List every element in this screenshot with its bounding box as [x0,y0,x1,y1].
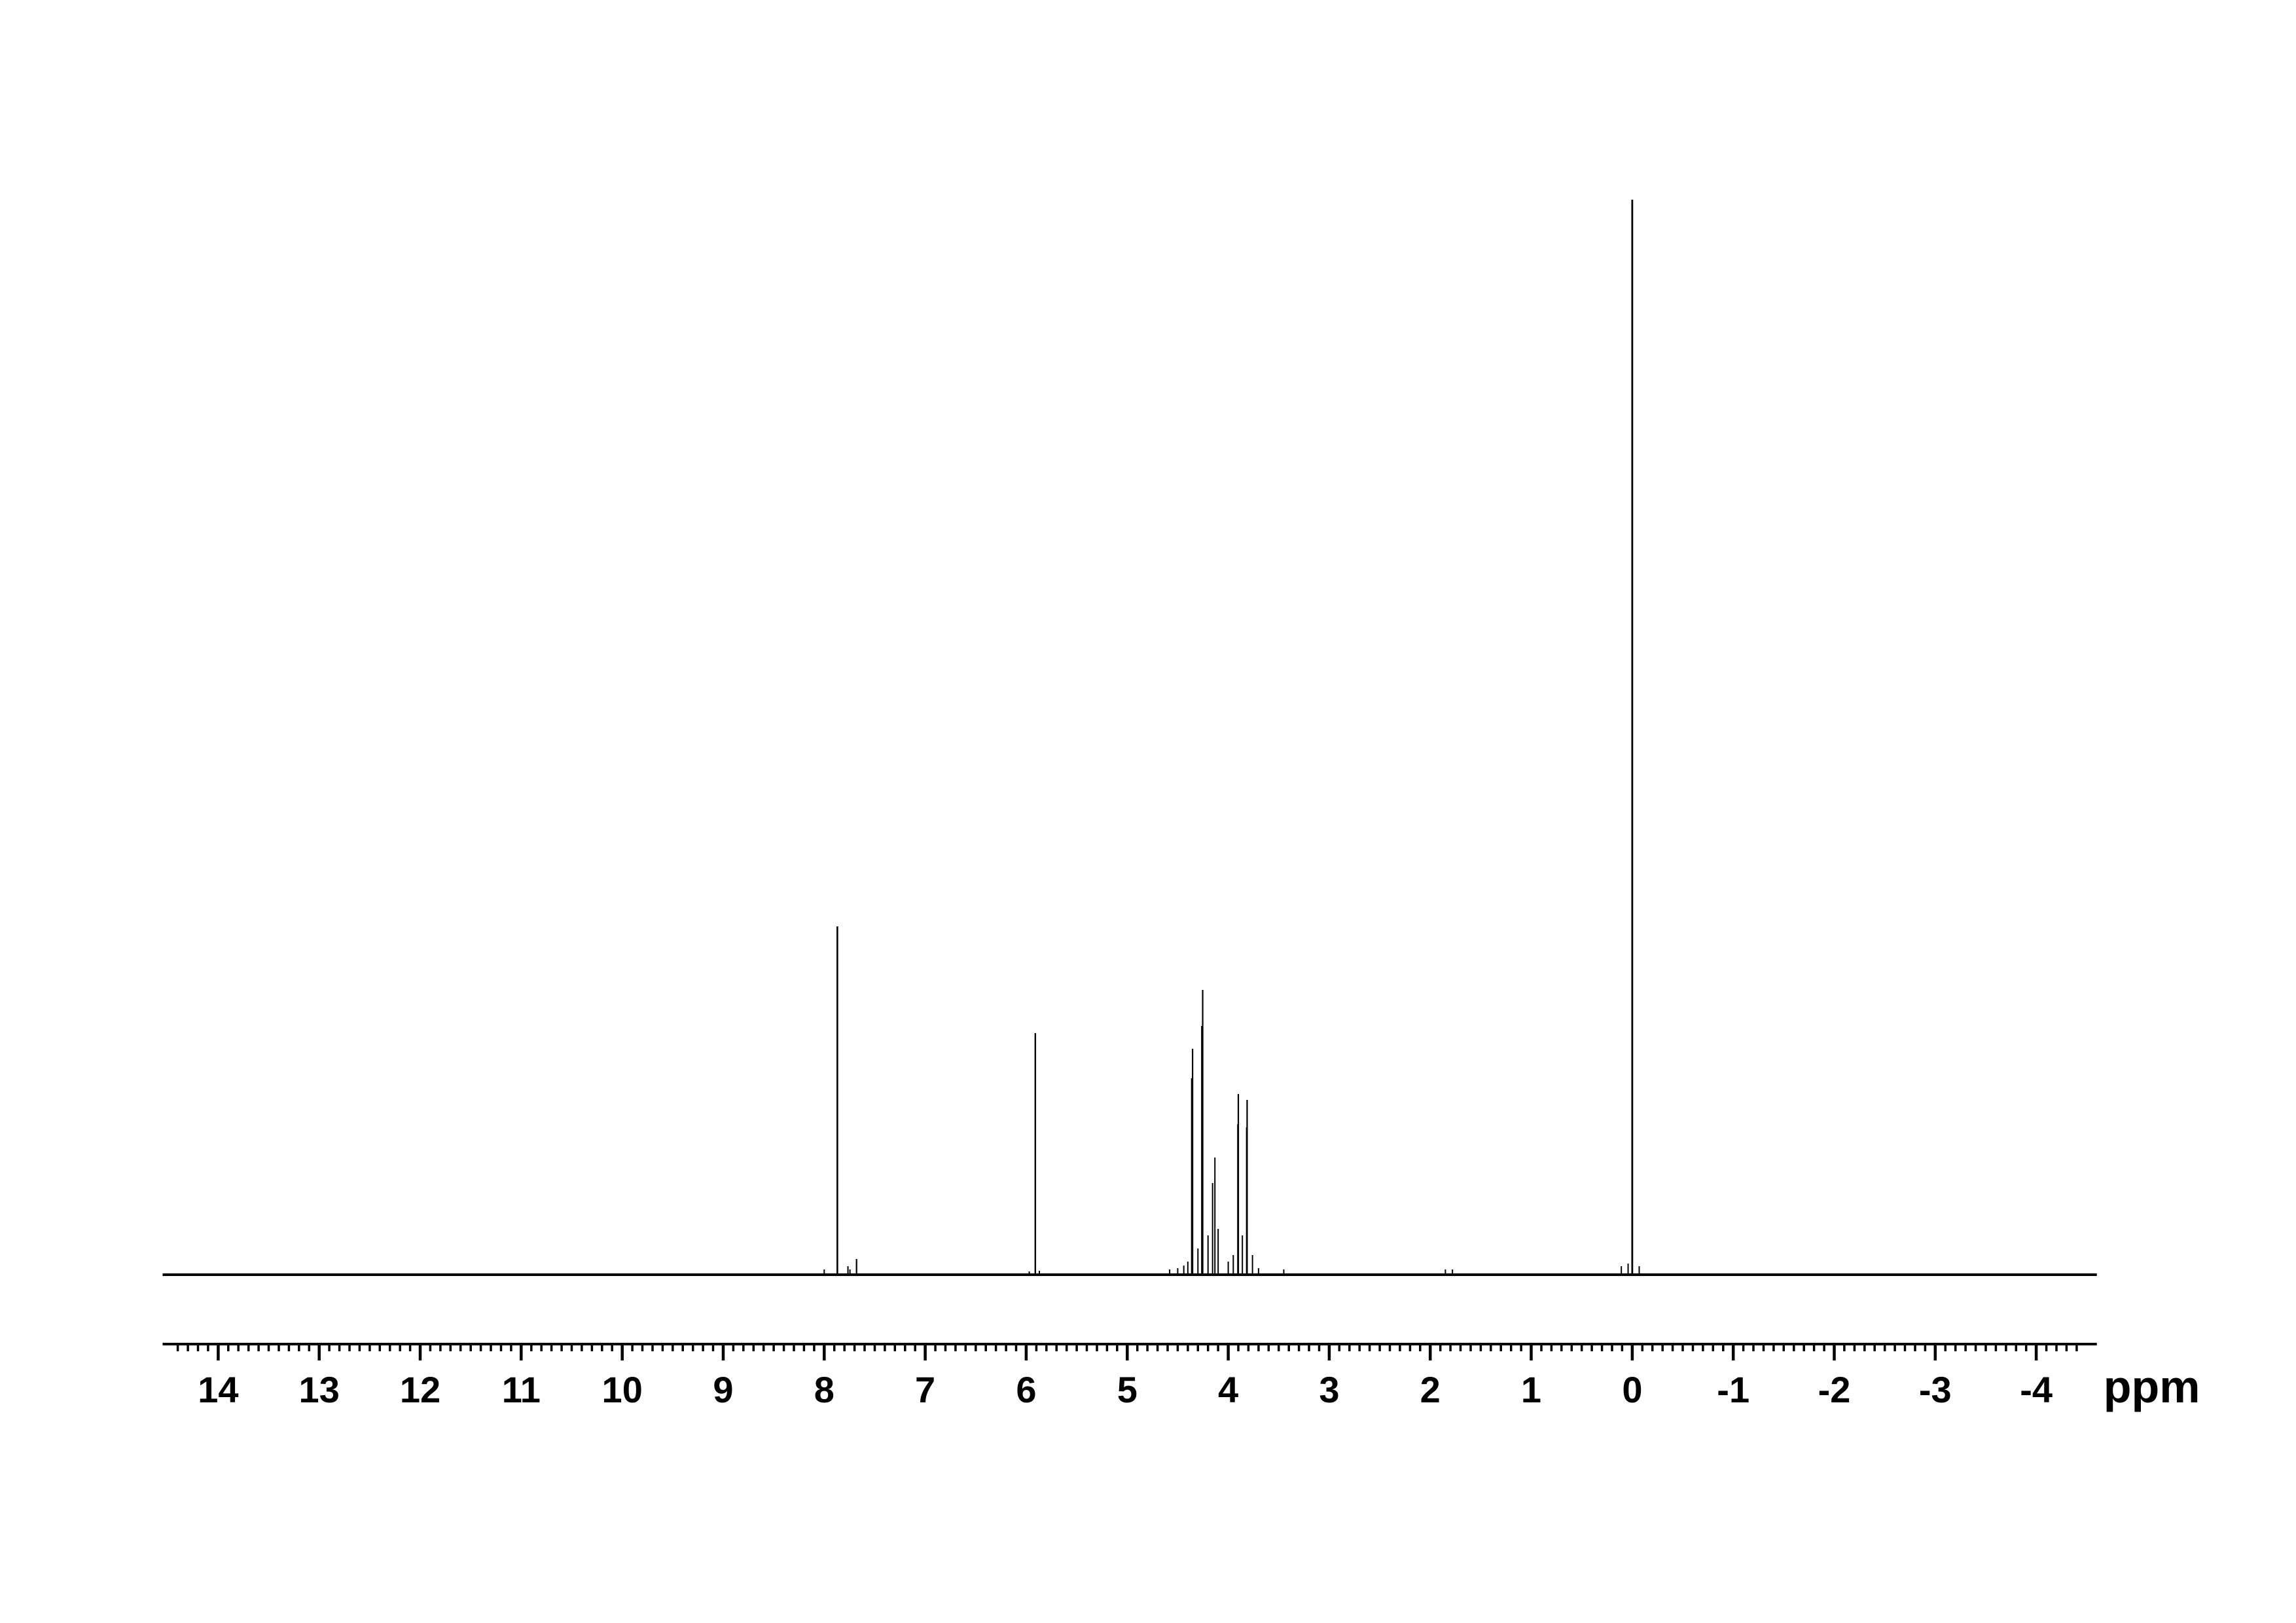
svg-text:5: 5 [1117,1369,1138,1410]
svg-text:-2: -2 [1818,1369,1851,1410]
svg-text:4: 4 [1218,1369,1238,1410]
svg-text:12: 12 [400,1369,440,1410]
svg-text:6: 6 [1016,1369,1036,1410]
svg-text:10: 10 [602,1369,643,1410]
svg-text:7: 7 [915,1369,935,1410]
svg-text:0: 0 [1622,1369,1642,1410]
svg-text:8: 8 [814,1369,834,1410]
svg-text:-1: -1 [1717,1369,1749,1410]
svg-text:3: 3 [1319,1369,1339,1410]
svg-text:2: 2 [1420,1369,1441,1410]
svg-text:ppm: ppm [2104,1361,2200,1412]
svg-text:14: 14 [198,1369,238,1410]
svg-text:-4: -4 [2020,1369,2053,1410]
svg-text:11: 11 [502,1369,541,1410]
svg-text:9: 9 [713,1369,733,1410]
svg-text:13: 13 [299,1369,340,1410]
svg-text:-3: -3 [1919,1369,1952,1410]
svg-text:1: 1 [1521,1369,1541,1410]
